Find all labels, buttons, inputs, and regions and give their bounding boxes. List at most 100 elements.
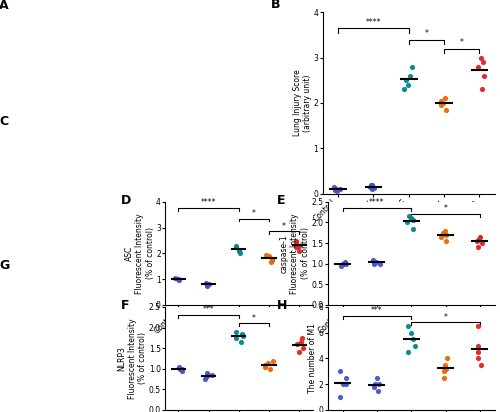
Point (334, 188, 342, 195)
Point (474, 342, 482, 349)
Text: G: G (0, 260, 9, 272)
Point (410, 342, 418, 349)
Point (366, 181, 374, 188)
Point (170, 274, 178, 281)
Point (404, 349, 411, 355)
Point (372, 258, 380, 265)
Point (410, 336, 418, 342)
Text: *: * (444, 204, 448, 213)
Point (202, 370, 210, 376)
Point (232, 243, 240, 250)
Point (298, 345, 306, 351)
Point (476, 362, 484, 368)
Point (338, 381, 346, 387)
Point (370, 384, 378, 390)
Y-axis label: Lung Injury Score
(arbitrary unit): Lung Injury Score (arbitrary unit) (292, 70, 312, 136)
Point (376, 381, 384, 387)
Point (238, 330, 246, 337)
Point (203, 282, 211, 289)
Point (474, 355, 482, 362)
Point (178, 368, 186, 374)
Text: *: * (444, 313, 448, 321)
Point (339, 260, 347, 267)
Point (441, 227, 449, 234)
Point (478, 86, 486, 93)
Point (232, 242, 240, 249)
Point (294, 349, 302, 356)
Point (400, 86, 408, 93)
Point (174, 276, 182, 283)
Point (261, 361, 269, 368)
Point (440, 229, 448, 236)
Point (370, 258, 378, 265)
Point (264, 359, 272, 366)
Point (403, 219, 411, 226)
Point (374, 387, 382, 394)
Point (337, 262, 345, 269)
Text: ***: *** (371, 306, 383, 315)
Point (442, 232, 450, 238)
Point (331, 187, 339, 193)
Point (176, 365, 184, 372)
Point (342, 260, 350, 267)
Point (298, 335, 306, 341)
Point (174, 276, 182, 283)
Text: ****: **** (369, 198, 384, 207)
Point (440, 95, 448, 102)
Text: F: F (121, 299, 129, 312)
Point (408, 63, 416, 70)
Point (268, 257, 276, 263)
Text: B: B (271, 0, 280, 11)
Point (267, 259, 275, 266)
Point (476, 236, 484, 242)
Point (295, 248, 303, 254)
Text: ****: **** (366, 18, 381, 27)
Point (237, 339, 245, 345)
Point (174, 276, 182, 283)
Point (202, 374, 210, 380)
Point (370, 185, 378, 192)
Point (238, 332, 246, 339)
Text: *: * (252, 314, 256, 323)
Y-axis label: ASC
Fluorescent Intensity
(% of control): ASC Fluorescent Intensity (% of control) (125, 213, 154, 294)
Point (437, 98, 445, 104)
Point (407, 215, 415, 222)
Point (178, 365, 186, 372)
Point (371, 381, 379, 387)
Point (408, 225, 416, 232)
Point (235, 248, 243, 254)
Point (262, 251, 270, 258)
Text: ***: *** (202, 305, 214, 314)
Point (474, 63, 482, 70)
Text: C: C (0, 115, 8, 128)
Point (476, 234, 484, 240)
Point (438, 102, 446, 109)
Point (406, 213, 413, 220)
Point (336, 186, 344, 192)
Point (203, 281, 211, 288)
Point (474, 323, 482, 330)
Point (477, 54, 485, 61)
Point (474, 349, 482, 355)
Point (292, 239, 300, 245)
Point (342, 381, 350, 387)
Point (235, 246, 243, 253)
Point (268, 357, 276, 364)
Point (336, 368, 344, 375)
Point (442, 355, 450, 362)
Y-axis label: NLRP3
Fluorescent Intensity
(% of control): NLRP3 Fluorescent Intensity (% of contro… (118, 318, 148, 399)
Point (292, 237, 300, 244)
Point (406, 73, 414, 79)
Text: *: * (282, 222, 286, 231)
Point (336, 394, 344, 400)
Text: E: E (277, 194, 286, 207)
Text: *: * (252, 209, 256, 218)
Point (330, 184, 338, 190)
Text: ****: **** (201, 199, 216, 208)
Point (474, 244, 482, 250)
Point (292, 243, 300, 250)
Point (332, 186, 340, 192)
Point (440, 100, 448, 106)
Point (206, 281, 214, 288)
Point (202, 280, 210, 286)
